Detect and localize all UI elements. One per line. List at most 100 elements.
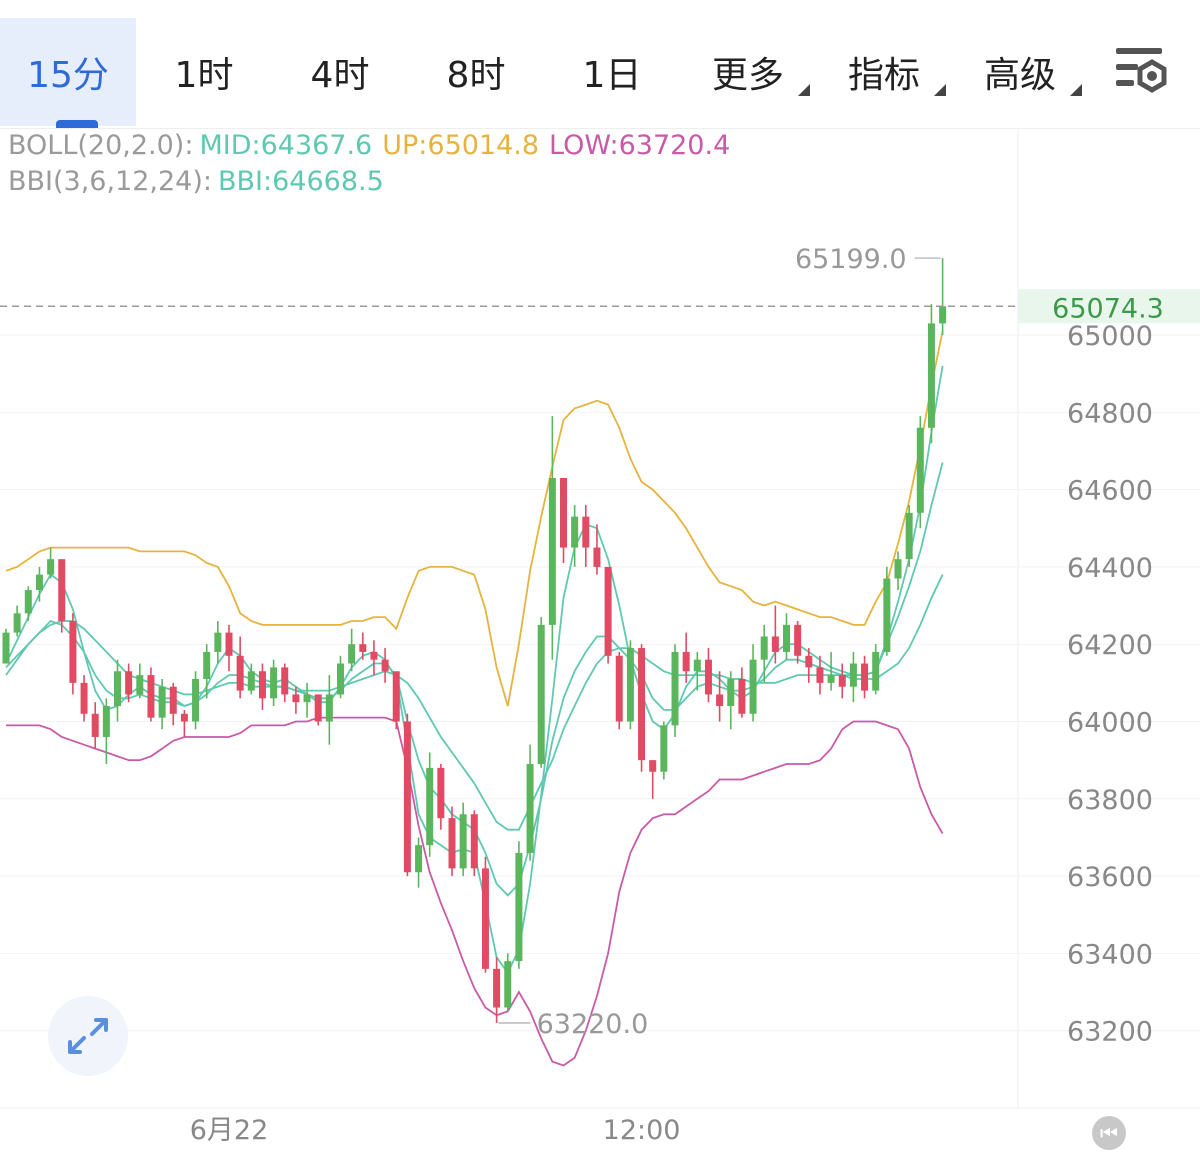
candle-body <box>459 814 467 869</box>
tab-advanced[interactable]: 高级 <box>952 18 1088 126</box>
candle-body <box>493 968 501 1008</box>
candle-body <box>816 667 824 683</box>
candle-body <box>515 852 523 962</box>
series-line-boll-low <box>6 716 944 1067</box>
bbi-label: BBI(3,6,12,24): <box>8 166 212 197</box>
candle-body <box>348 644 356 664</box>
candle-body <box>236 655 244 691</box>
candle-body <box>13 613 21 633</box>
y-tick-label: 63400 <box>1067 939 1153 970</box>
candle-body <box>169 686 177 714</box>
candle-body <box>225 632 233 656</box>
candle-body <box>437 767 445 819</box>
candle-body <box>114 671 121 707</box>
candle-body <box>760 636 768 660</box>
candle-body <box>582 516 590 548</box>
last-price-tag <box>1018 289 1200 324</box>
scroll-to-latest-icon: ⏮ <box>1100 1121 1118 1145</box>
x-tick-label: 6月22 <box>190 1115 269 1146</box>
bbi-value: BBI:64668.5 <box>218 166 384 197</box>
series-line-boll-mid <box>5 574 944 831</box>
candle-body <box>314 694 322 722</box>
candle-body <box>2 632 10 664</box>
candle-body <box>158 686 166 718</box>
tab-8h[interactable]: 8时 <box>408 18 544 126</box>
boll-mid-value: MID:64367.6 <box>199 130 373 161</box>
candle-body <box>214 632 222 652</box>
candle-body <box>682 651 690 672</box>
expand-chart-button[interactable] <box>48 996 128 1076</box>
y-tick-label: 64400 <box>1067 553 1153 584</box>
boll-label: BOLL(20,2.0): <box>8 130 194 161</box>
boll-up-value: UP:65014.8 <box>382 130 540 161</box>
candle-body <box>671 651 679 726</box>
candle-body <box>303 694 311 703</box>
high-marker-label: 65199.0 <box>795 244 907 275</box>
candle-body <box>783 624 790 652</box>
candle-body <box>337 663 344 695</box>
candle-body <box>883 578 891 652</box>
candle-body <box>80 682 88 714</box>
candle-body <box>638 648 646 761</box>
tab-1d[interactable]: 1日 <box>544 18 680 126</box>
tab-1h[interactable]: 1时 <box>136 18 272 126</box>
candlestick-chart[interactable]: 65000 64800 64600 64400 64200 64000 63800 63600… <box>0 128 1200 1159</box>
y-tick-label: 63200 <box>1067 1017 1153 1048</box>
candle-body <box>593 547 601 567</box>
active-tab-indicator <box>56 120 98 128</box>
candle-body <box>47 559 55 575</box>
candle-body <box>136 675 144 695</box>
candle-body <box>716 694 724 707</box>
candle-body <box>693 659 701 672</box>
candle-body <box>771 636 779 652</box>
candle-body <box>660 725 668 772</box>
candle-body <box>180 713 188 722</box>
low-marker-label: 63220.0 <box>537 1009 649 1040</box>
tab-label: 15分 <box>27 55 109 96</box>
timeframe-tabs: 15分 1时 4时 8时 1日 更多 指标 高级 <box>0 0 1200 129</box>
candle-body <box>325 694 333 722</box>
y-tick-label: 64600 <box>1067 476 1153 507</box>
tab-more[interactable]: 更多 <box>680 18 816 126</box>
tab-label: 1时 <box>174 55 234 96</box>
candle-body <box>849 663 857 687</box>
candle-body <box>91 713 99 737</box>
candle-body <box>392 671 400 722</box>
y-tick-label: 64200 <box>1067 630 1153 661</box>
candle-body <box>370 651 378 660</box>
tab-label: 高级 <box>983 55 1056 96</box>
tab-15m[interactable]: 15分 <box>0 18 136 126</box>
bbi-indicator-line: BBI(3,6,12,24): BBI:64668.5 <box>8 166 394 197</box>
y-tick-label: 64800 <box>1067 398 1153 429</box>
candle-body <box>894 559 902 579</box>
candle-body <box>470 814 478 869</box>
candle-body <box>626 648 634 722</box>
candle-body <box>526 764 534 853</box>
candle-body <box>481 868 489 969</box>
candle-body <box>504 961 512 1008</box>
tab-label: 更多 <box>711 55 784 96</box>
candle-body <box>560 478 567 548</box>
y-tick-label: 63800 <box>1067 785 1153 816</box>
candle-body <box>292 694 300 703</box>
candle-body <box>426 767 434 846</box>
candle-body <box>649 760 657 772</box>
candle-body <box>749 659 757 714</box>
last-price-label: 65074.3 <box>1052 293 1164 324</box>
tab-label: 1日 <box>582 55 642 96</box>
candle-body <box>927 323 935 428</box>
candle-body <box>35 574 43 591</box>
scroll-to-latest-button[interactable]: ⏮ <box>1092 1116 1126 1150</box>
candle-body <box>403 721 411 873</box>
candle-body <box>125 671 133 695</box>
candle-body <box>548 478 556 625</box>
candle-body <box>203 651 211 679</box>
candle-body <box>281 667 289 695</box>
y-tick-label: 63600 <box>1067 862 1153 893</box>
tab-4h[interactable]: 4时 <box>272 18 408 126</box>
candle-body <box>738 678 746 714</box>
chart-settings-icon[interactable] <box>1112 44 1172 100</box>
tab-indicators[interactable]: 指标 <box>816 18 952 126</box>
candle-body <box>805 655 813 668</box>
candle-body <box>247 671 255 691</box>
